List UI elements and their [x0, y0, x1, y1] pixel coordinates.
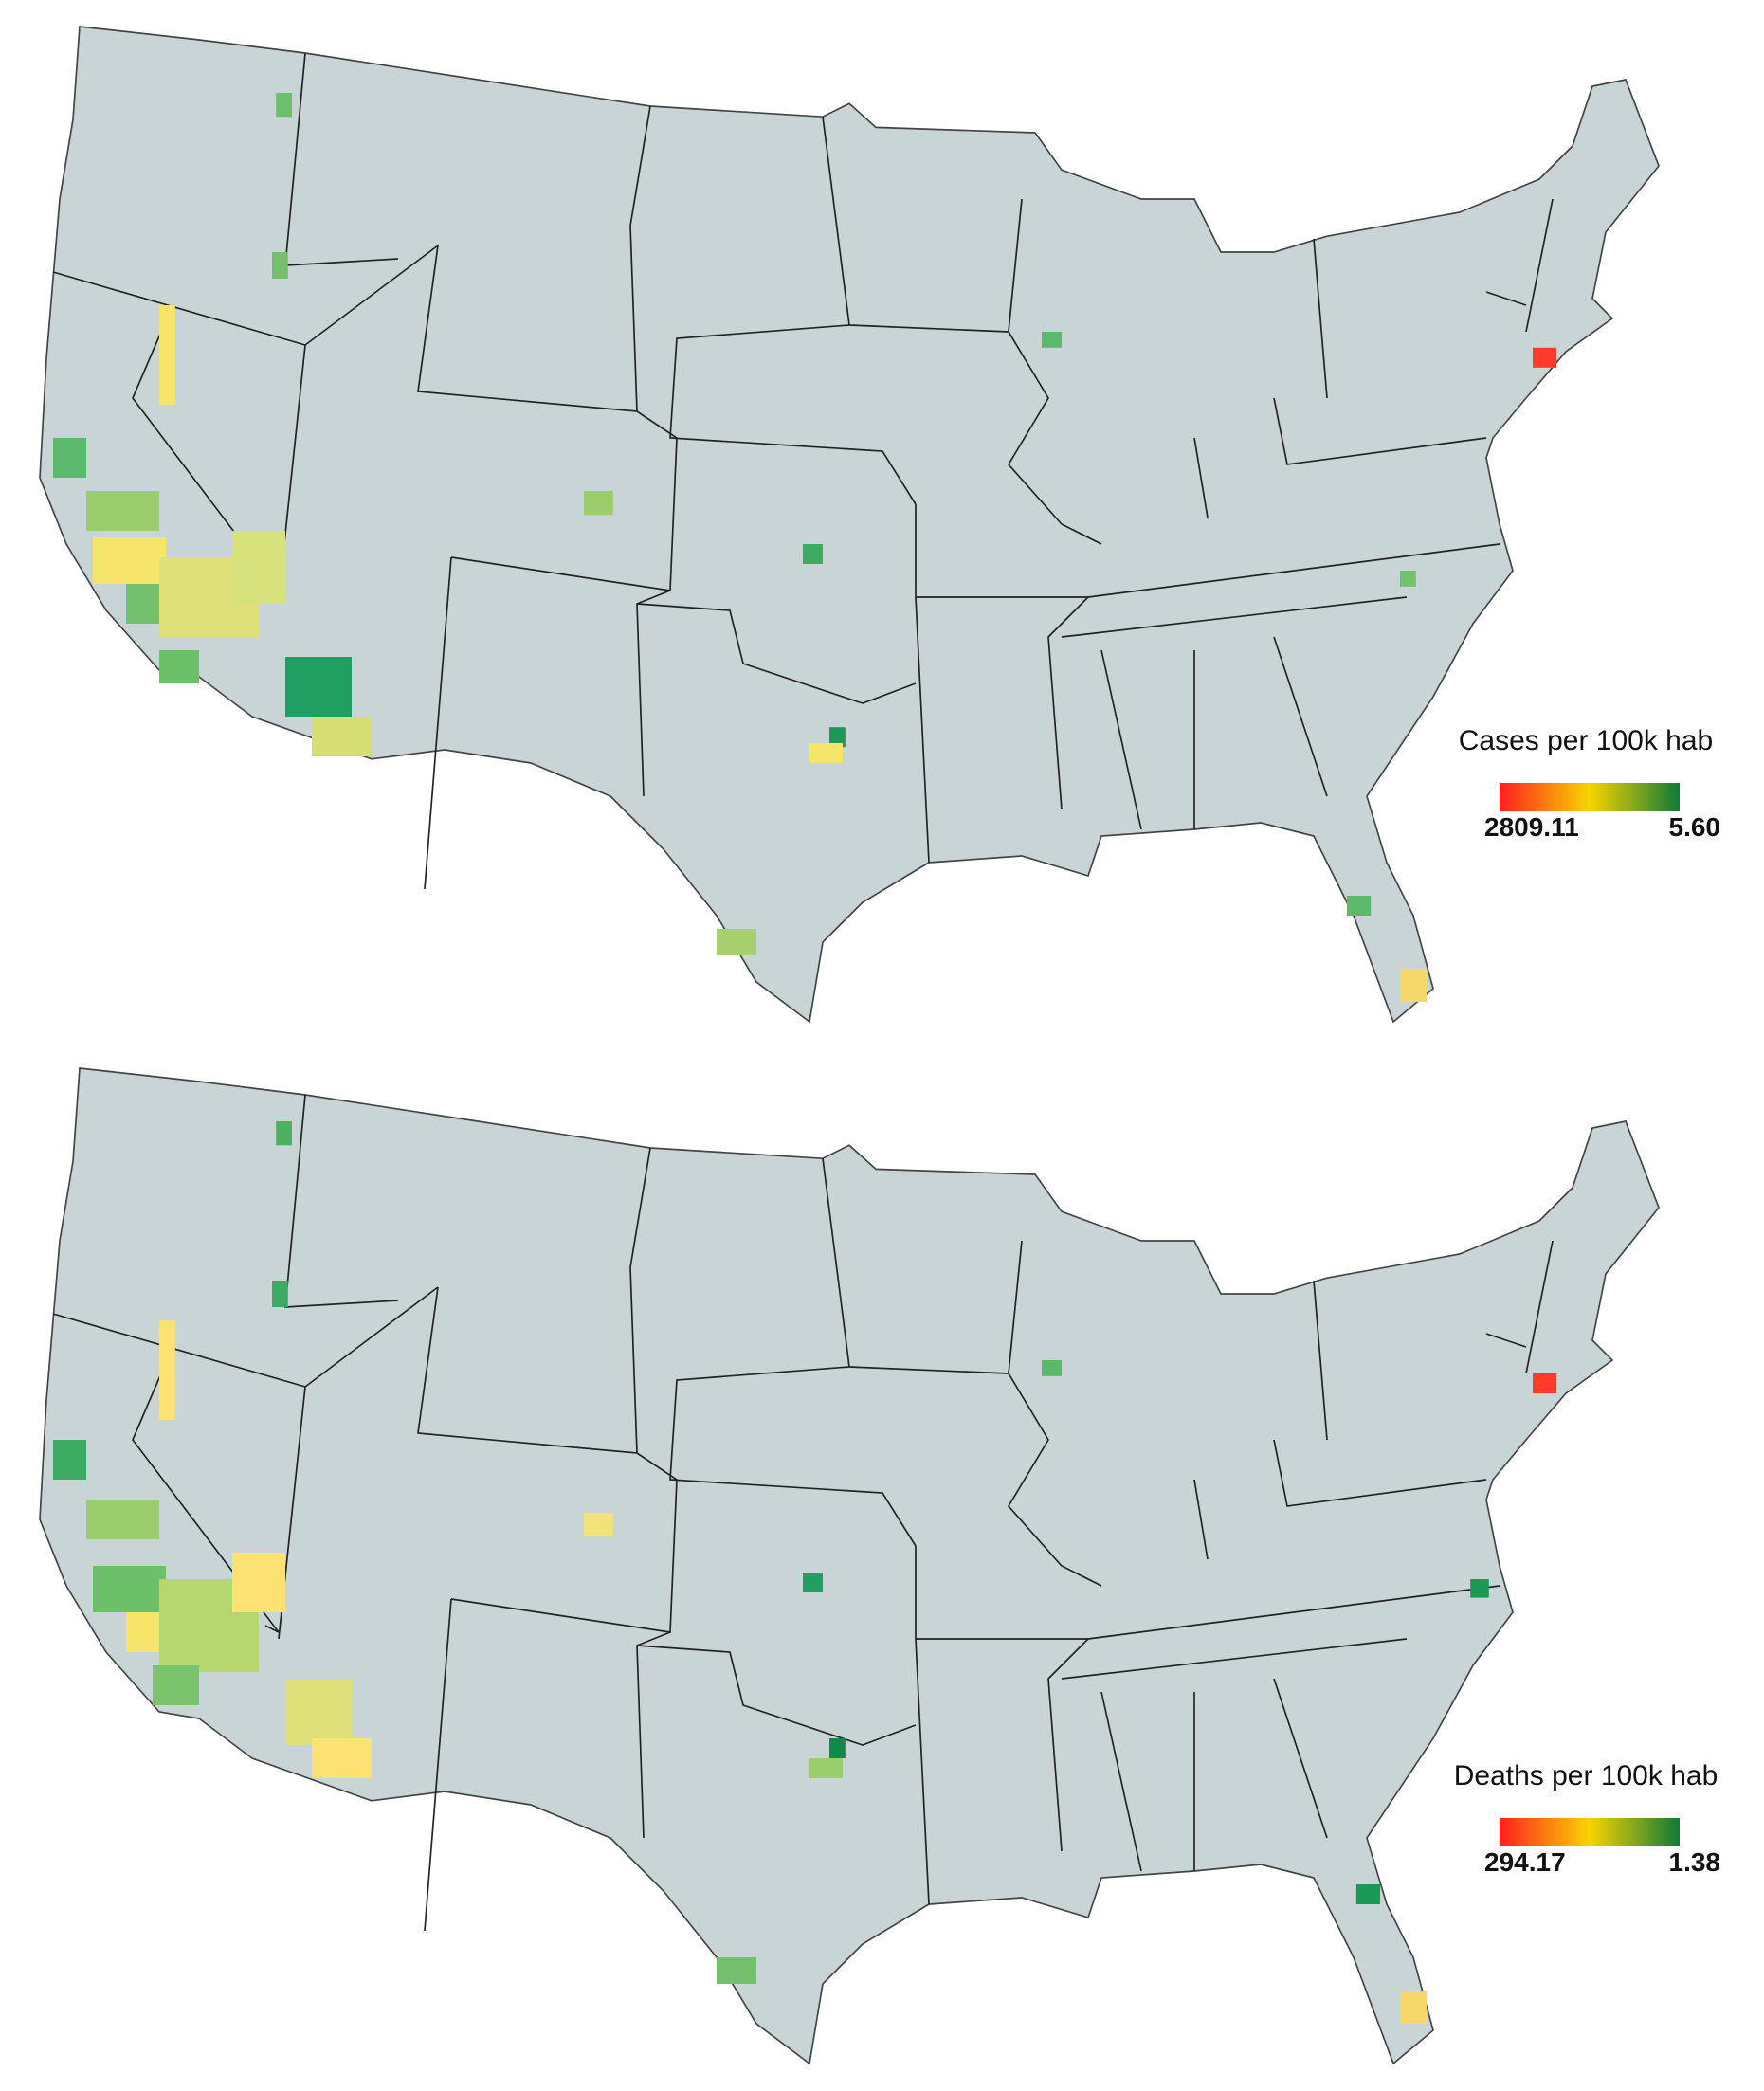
legend-min-label: 1.38: [1669, 1847, 1721, 1877]
legend-title: Deaths per 100k hab: [1454, 1760, 1719, 1791]
legends: Cases per 100k hab 2809.11 5.60 Deaths per …: [1454, 725, 1720, 1877]
legend-min-label: 5.60: [1669, 812, 1721, 842]
legend-max-label: 2809.11: [1484, 812, 1579, 842]
county-highlights: [53, 93, 1557, 1002]
legend-colorbar: [1500, 1818, 1680, 1846]
legend: Deaths per 100k hab 294.17 1.38: [1454, 1760, 1720, 1877]
legend-title: Cases per 100k hab: [1459, 725, 1714, 756]
legend-colorbar: [1500, 783, 1680, 811]
us-counties: [39, 26, 1660, 1023]
county-highlights: [53, 1121, 1557, 2024]
legend: Cases per 100k hab 2809.11 5.60: [1459, 725, 1720, 842]
map-cases: [39, 26, 1660, 1023]
legend-max-label: 294.17: [1484, 1847, 1566, 1877]
map-deaths: [39, 1067, 1660, 2064]
